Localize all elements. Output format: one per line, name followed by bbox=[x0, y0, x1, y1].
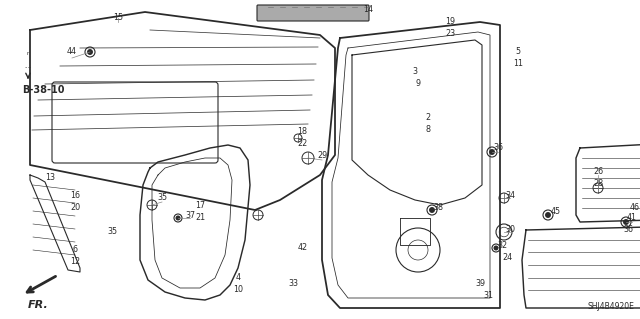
Text: 41: 41 bbox=[627, 213, 637, 222]
Text: 36: 36 bbox=[493, 144, 503, 152]
Text: 36: 36 bbox=[623, 226, 633, 234]
Text: 46: 46 bbox=[630, 204, 640, 212]
Text: 15: 15 bbox=[113, 13, 123, 23]
Text: 24: 24 bbox=[502, 254, 512, 263]
Text: 28: 28 bbox=[593, 179, 603, 188]
Text: 8: 8 bbox=[426, 124, 431, 133]
Text: 31: 31 bbox=[483, 291, 493, 300]
Text: 30: 30 bbox=[505, 226, 515, 234]
Text: 35: 35 bbox=[157, 194, 167, 203]
Text: 2: 2 bbox=[426, 114, 431, 122]
Text: 13: 13 bbox=[45, 174, 55, 182]
Circle shape bbox=[490, 150, 494, 154]
Text: 6: 6 bbox=[72, 246, 77, 255]
Text: 10: 10 bbox=[233, 286, 243, 294]
FancyBboxPatch shape bbox=[257, 5, 369, 21]
Text: 35: 35 bbox=[107, 227, 117, 236]
Text: 34: 34 bbox=[505, 190, 515, 199]
Text: 38: 38 bbox=[433, 204, 443, 212]
Text: 44: 44 bbox=[67, 48, 77, 56]
Text: 3: 3 bbox=[413, 68, 417, 77]
Text: 22: 22 bbox=[297, 138, 307, 147]
Text: 42: 42 bbox=[298, 243, 308, 253]
Text: 39: 39 bbox=[475, 278, 485, 287]
Circle shape bbox=[88, 50, 92, 54]
Text: 26: 26 bbox=[593, 167, 603, 176]
Text: 16: 16 bbox=[70, 190, 80, 199]
Text: 12: 12 bbox=[70, 257, 80, 266]
Text: 33: 33 bbox=[288, 279, 298, 288]
Text: 20: 20 bbox=[70, 203, 80, 211]
Text: 4: 4 bbox=[236, 273, 241, 283]
Text: B-38-10: B-38-10 bbox=[22, 85, 65, 95]
Text: 21: 21 bbox=[195, 213, 205, 222]
Text: 37: 37 bbox=[185, 211, 195, 219]
Text: 29: 29 bbox=[317, 151, 327, 160]
Text: 11: 11 bbox=[513, 58, 523, 68]
Circle shape bbox=[176, 216, 180, 220]
Text: 5: 5 bbox=[515, 48, 520, 56]
Circle shape bbox=[624, 220, 628, 224]
Text: 17: 17 bbox=[195, 201, 205, 210]
Text: SHJ4B4920E: SHJ4B4920E bbox=[587, 302, 634, 311]
Circle shape bbox=[494, 246, 498, 250]
Text: 32: 32 bbox=[497, 241, 507, 249]
Text: 14: 14 bbox=[363, 5, 373, 14]
Text: 18: 18 bbox=[297, 128, 307, 137]
Text: 23: 23 bbox=[445, 28, 455, 38]
Text: FR.: FR. bbox=[28, 300, 49, 310]
Text: 9: 9 bbox=[415, 78, 420, 87]
Circle shape bbox=[429, 208, 435, 212]
Text: ....: .... bbox=[24, 64, 31, 69]
Circle shape bbox=[546, 213, 550, 217]
Text: 19: 19 bbox=[445, 18, 455, 26]
Text: r: r bbox=[27, 51, 29, 56]
Text: 45: 45 bbox=[551, 207, 561, 217]
